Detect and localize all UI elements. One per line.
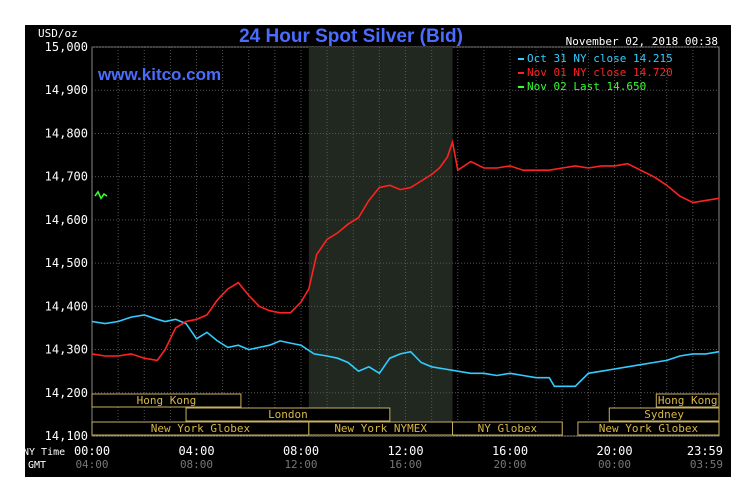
- session-label: New York NYMEX: [334, 422, 427, 435]
- y-tick-label: 14,400: [45, 299, 88, 313]
- y-tick-label: 14,100: [45, 429, 88, 443]
- session-label: Hong Kong: [137, 394, 197, 407]
- y-tick-label: 14,900: [45, 83, 88, 97]
- x-tick-label-gmt: 04:00: [75, 458, 108, 471]
- x-tick-label-ny: 08:00: [283, 444, 319, 458]
- session-label: Hong Kong: [658, 394, 718, 407]
- x-tick-label-gmt: 16:00: [389, 458, 422, 471]
- session-bar: [608, 407, 720, 422]
- legend-swatch-oct31: [518, 58, 524, 60]
- x-tick-label-gmt: 00:00: [598, 458, 631, 471]
- y-axis-label: USD/oz: [38, 27, 78, 40]
- shaded-session-region: [308, 47, 453, 436]
- session-label: Sydney: [644, 408, 684, 421]
- session-label: London: [268, 408, 308, 421]
- chart-timestamp: November 02, 2018 00:38: [566, 35, 718, 48]
- legend-item-nov02: Nov 02 Last 14.650: [527, 80, 646, 93]
- x-tick-label-ny: 16:00: [492, 444, 528, 458]
- legend: Oct 31 NY close 14.215 Nov 01 NY close 1…: [518, 52, 673, 93]
- legend-swatch-nov01: [518, 72, 524, 74]
- price-series: [91, 138, 720, 388]
- chart-title: 24 Hour Spot Silver (Bid): [239, 26, 463, 47]
- session-bar: [655, 393, 720, 408]
- x-tick-label-gmt: 03:59: [690, 458, 723, 471]
- x-tick-label-gmt: 08:00: [180, 458, 213, 471]
- series-line: [94, 190, 108, 200]
- x-tick-label-ny: 00:00: [74, 444, 110, 458]
- kitco-watermark: www.kitco.com: [97, 65, 221, 84]
- y-tick-label: 14,700: [45, 170, 88, 184]
- x-tick-label-ny: 04:00: [178, 444, 214, 458]
- legend-swatch-nov02: [518, 86, 524, 88]
- y-tick-label: 14,200: [45, 386, 88, 400]
- y-axis: 15,000 14,900 14,800 14,700 14,600 14,500 14,4…: [45, 40, 88, 443]
- session-bar: [91, 393, 242, 408]
- session-label: NY Globex: [478, 422, 538, 435]
- y-tick-label: 15,000: [45, 40, 88, 54]
- x-tick-label-gmt: 12:00: [284, 458, 317, 471]
- legend-item-nov01: Nov 01 NY close 14.720: [527, 66, 673, 79]
- legend-item-oct31: Oct 31 NY close 14.215: [527, 52, 673, 65]
- x-tick-label-ny: 23:59: [687, 444, 723, 458]
- session-bar: [452, 421, 563, 436]
- x-axis: 00:0004:0004:0008:0008:0012:0012:0016:00…: [74, 444, 723, 471]
- x-row-label-gmt: GMT: [28, 460, 46, 471]
- session-label: New York Globex: [151, 422, 251, 435]
- session-label: New York Globex: [599, 422, 699, 435]
- x-tick-label-ny: 12:00: [387, 444, 423, 458]
- session-bar: [185, 407, 391, 422]
- y-tick-label: 14,600: [45, 213, 88, 227]
- series-line: [91, 314, 720, 388]
- y-tick-label: 14,500: [45, 256, 88, 270]
- y-tick-label: 14,300: [45, 343, 88, 357]
- x-tick-label-gmt: 20:00: [493, 458, 526, 471]
- x-row-label-ny: NY Time: [23, 447, 65, 458]
- session-bar: [577, 421, 720, 436]
- series-line: [91, 138, 720, 362]
- y-tick-label: 14,800: [45, 126, 88, 140]
- x-tick-label-ny: 20:00: [596, 444, 632, 458]
